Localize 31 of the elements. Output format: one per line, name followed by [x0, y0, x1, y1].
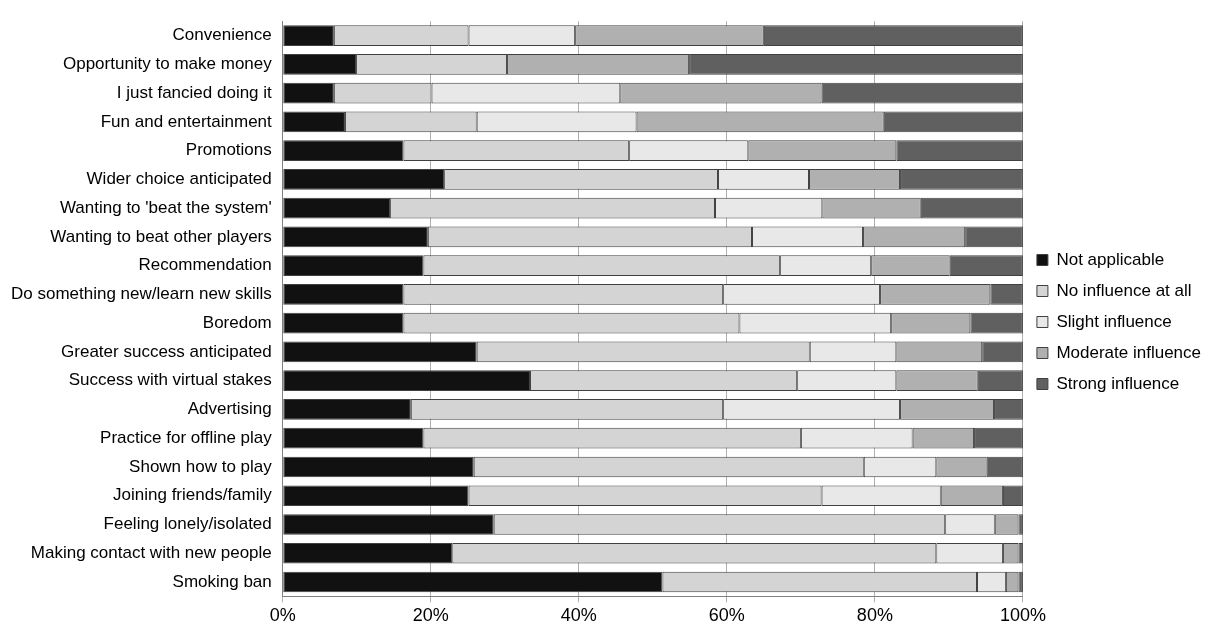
y-tick-label: I just fancied doing it [116, 82, 273, 102]
y-tick-label: Making contact with new people [30, 542, 272, 562]
y-tick-label: Opportunity to make money [62, 54, 273, 74]
y-tick-label: Fun and entertainment [100, 111, 273, 131]
y-tick-label: Feeling lonely/isolated [103, 514, 272, 534]
legend-label: Strong influence [1056, 373, 1180, 393]
x-tick-label: 40% [560, 605, 597, 626]
y-tick-label: Wanting to beat other players [50, 226, 272, 246]
legend-label: Moderate influence [1056, 342, 1201, 362]
y-tick-label: Advertising [187, 399, 272, 419]
y-tick-label: Boredom [202, 312, 272, 332]
y-tick-label: Wider choice anticipated [86, 169, 272, 189]
legend-label: Not applicable [1056, 249, 1165, 269]
x-tick-label: 0% [269, 605, 296, 626]
y-tick-label: Do something new/learn new skills [10, 284, 272, 304]
y-tick-label: Wanting to 'beat the system' [59, 197, 272, 217]
y-tick-label: Shown how to play [129, 456, 273, 476]
x-tick-label: 80% [856, 605, 893, 626]
legend-label: Slight influence [1056, 311, 1172, 331]
y-tick-label: Promotions [185, 140, 272, 160]
y-tick-label: Recommendation [138, 255, 272, 275]
x-tick-label: 60% [708, 605, 745, 626]
x-tick-label: 100% [999, 605, 1046, 626]
y-tick-label: Convenience [172, 25, 272, 45]
y-tick-label: Joining friends/family [113, 485, 273, 505]
y-tick-label: Smoking ban [172, 571, 272, 591]
y-tick-label: Practice for offline play [100, 427, 273, 447]
y-tick-label: Greater success anticipated [61, 341, 272, 361]
legend-label: No influence at all [1056, 280, 1192, 300]
x-tick-label: 20% [412, 605, 449, 626]
y-tick-label: Success with virtual stakes [68, 370, 272, 390]
